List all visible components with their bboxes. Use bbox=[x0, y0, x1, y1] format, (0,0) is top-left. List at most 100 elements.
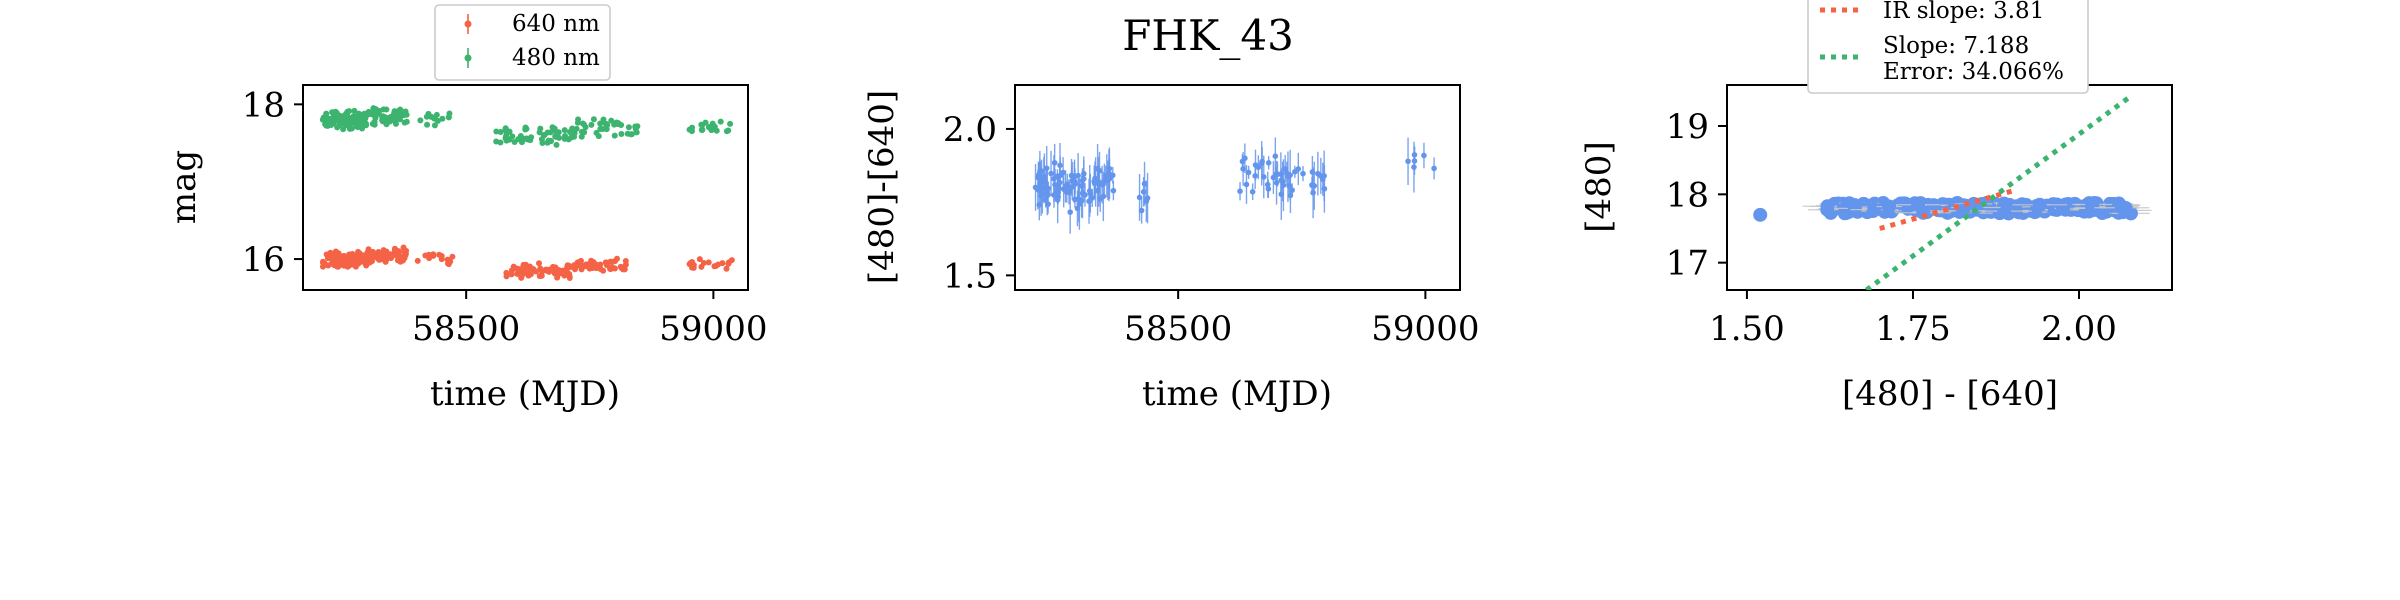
data-point bbox=[553, 141, 560, 148]
data-point bbox=[1847, 201, 1862, 216]
data-point bbox=[397, 258, 404, 265]
data-point bbox=[1315, 170, 1321, 177]
data-point bbox=[508, 271, 515, 278]
data-point bbox=[431, 122, 438, 129]
data-point bbox=[588, 121, 595, 128]
data-point bbox=[523, 125, 530, 132]
data-point bbox=[1239, 158, 1246, 165]
data-point bbox=[1080, 176, 1087, 182]
data-point bbox=[1045, 201, 1051, 207]
data-point bbox=[503, 132, 510, 139]
color-magnitude-points bbox=[1753, 195, 2152, 222]
data-point bbox=[514, 270, 521, 277]
data-point bbox=[1043, 181, 1049, 188]
ir-slope-line bbox=[1879, 188, 2014, 231]
data-point bbox=[1279, 178, 1286, 185]
data-point bbox=[551, 125, 558, 132]
data-point bbox=[430, 251, 437, 258]
data-point bbox=[698, 126, 705, 133]
data-point bbox=[717, 118, 724, 125]
data-point bbox=[328, 122, 335, 129]
y-tick-label: 2.0 bbox=[943, 110, 997, 150]
data-point bbox=[618, 264, 625, 271]
data-point bbox=[403, 111, 410, 118]
data-point bbox=[439, 115, 446, 122]
y-tick-label: 19 bbox=[1666, 107, 1709, 147]
data-point bbox=[365, 246, 372, 253]
legend-label-480: 480 nm bbox=[512, 45, 600, 71]
data-point bbox=[1258, 160, 1265, 167]
data-point bbox=[331, 261, 338, 268]
data-point bbox=[544, 129, 551, 136]
figure-title: FHK_43 bbox=[1122, 11, 1294, 60]
data-point bbox=[367, 256, 374, 263]
data-point bbox=[607, 265, 614, 272]
data-point bbox=[1075, 172, 1081, 179]
data-point bbox=[589, 264, 596, 271]
y-tick-label: 1.5 bbox=[943, 256, 997, 296]
data-point bbox=[344, 108, 351, 115]
x-tick-label: 1.50 bbox=[1709, 309, 1785, 349]
data-point bbox=[1311, 182, 1318, 189]
data-point bbox=[2056, 201, 2071, 216]
data-point bbox=[565, 262, 572, 269]
data-point bbox=[1273, 180, 1280, 186]
data-point bbox=[497, 128, 504, 135]
data-point bbox=[417, 117, 424, 124]
legend-label-ir-slope: IR slope: 3.81 bbox=[1883, 0, 2044, 24]
data-point bbox=[574, 262, 581, 269]
data-point bbox=[530, 265, 537, 272]
data-point bbox=[444, 260, 451, 267]
x-axis-ticks: 58500 59000 bbox=[412, 290, 767, 349]
data-point bbox=[1265, 160, 1272, 166]
y-tick-label: 18 bbox=[242, 85, 285, 125]
data-point bbox=[362, 120, 369, 127]
data-point bbox=[1867, 202, 1882, 217]
data-point bbox=[1310, 189, 1316, 196]
data-point bbox=[403, 118, 410, 125]
data-point bbox=[369, 248, 376, 255]
data-point bbox=[615, 120, 622, 127]
data-point bbox=[521, 270, 528, 277]
y-axis-label: [480] bbox=[1579, 141, 1619, 232]
x-tick-label: 1.75 bbox=[1875, 309, 1951, 349]
data-point bbox=[550, 263, 557, 270]
data-point bbox=[1272, 153, 1279, 159]
data-point bbox=[402, 250, 409, 257]
x-axis-label: time (MJD) bbox=[430, 374, 620, 414]
data-point bbox=[431, 115, 438, 122]
data-point bbox=[581, 129, 588, 136]
data-point bbox=[715, 261, 722, 268]
data-point bbox=[383, 248, 390, 255]
data-point bbox=[1144, 195, 1151, 201]
data-point bbox=[686, 126, 693, 133]
plot-area bbox=[302, 84, 749, 291]
data-point bbox=[319, 263, 326, 270]
data-point bbox=[371, 118, 378, 125]
data-point bbox=[2008, 203, 2023, 218]
data-point bbox=[713, 127, 720, 134]
data-point bbox=[1092, 175, 1098, 182]
data-point bbox=[1421, 152, 1427, 159]
data-point bbox=[522, 135, 529, 142]
data-point bbox=[1048, 170, 1054, 177]
data-point bbox=[1042, 197, 1049, 203]
data-point bbox=[356, 111, 363, 118]
data-point bbox=[727, 120, 734, 127]
data-point bbox=[723, 265, 730, 272]
data-point bbox=[334, 124, 341, 131]
data-point bbox=[1072, 196, 1078, 203]
data-point bbox=[517, 133, 524, 140]
data-point bbox=[1079, 190, 1086, 197]
data-point bbox=[351, 107, 358, 114]
data-point bbox=[438, 253, 445, 260]
data-point bbox=[561, 133, 568, 140]
legend: 640 nm 480 nm bbox=[434, 4, 611, 81]
data-point bbox=[356, 118, 363, 125]
data-point bbox=[536, 273, 543, 280]
light-curve-points bbox=[319, 105, 735, 282]
data-point bbox=[383, 121, 390, 128]
